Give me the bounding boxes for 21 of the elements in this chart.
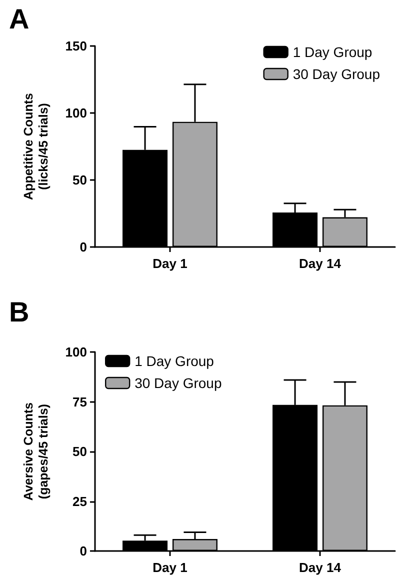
y-tick-label: 100: [65, 344, 87, 360]
chart-title: A: [9, 4, 30, 34]
y-tick-label: 50: [72, 444, 87, 459]
x-tick-label: Day 14: [299, 560, 342, 575]
y-axis-title: Aversive Counts (gapes/45 trials): [22, 402, 50, 501]
y-axis-title: Appetitive Counts (licks/45 trials): [22, 92, 50, 200]
legend-label: 1 Day Group: [134, 353, 214, 369]
y-tick-label: 0: [80, 240, 87, 254]
y-tick-label: 150: [65, 38, 87, 54]
y-tick-label: 100: [65, 106, 87, 120]
y-tick-label: 25: [72, 494, 87, 509]
chart-title: B: [9, 296, 30, 328]
x-tick-label: Day 14: [299, 256, 342, 271]
legend-label: 1 Day Group: [292, 44, 372, 60]
y-tick-label: 75: [72, 394, 87, 410]
legend-label: 30 Day Group: [134, 375, 222, 391]
y-tick-label: 0: [80, 544, 87, 558]
x-tick-label: Day 1: [152, 256, 188, 271]
legend-label: 30 Day Group: [292, 66, 380, 82]
x-tick-label: Day 1: [152, 560, 188, 575]
y-tick-label: 50: [72, 172, 87, 188]
